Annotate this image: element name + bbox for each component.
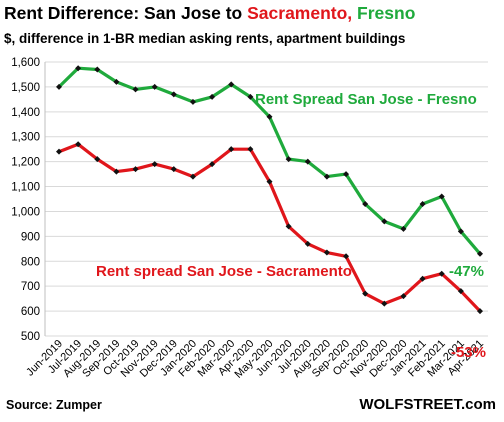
y-tick-label: 600 — [21, 306, 40, 318]
data-point — [343, 171, 350, 178]
y-tick-label: 1,100 — [11, 182, 40, 194]
data-point — [189, 173, 196, 180]
data-point — [228, 81, 235, 88]
data-point — [247, 93, 254, 100]
data-point — [151, 83, 158, 90]
data-point — [132, 166, 139, 173]
data-point — [419, 200, 426, 207]
title-part-fresno: Fresno — [352, 3, 416, 23]
series-label-fresno: Rent Spread San Jose - Fresno — [255, 91, 477, 108]
brand-label: WOLFSTREET.com — [359, 396, 496, 413]
data-point — [477, 308, 483, 315]
y-tick-label: 800 — [21, 256, 40, 268]
data-point — [266, 178, 273, 185]
y-tick-label: 500 — [21, 331, 40, 343]
data-point — [362, 200, 369, 207]
y-tick-label: 1,400 — [11, 107, 40, 119]
data-point — [304, 240, 311, 247]
y-tick-label: 900 — [21, 231, 40, 243]
data-point — [151, 161, 158, 168]
data-point — [381, 218, 388, 225]
y-tick-label: 1,600 — [11, 57, 40, 69]
data-point — [113, 168, 120, 175]
series-label-sacramento: Rent spread San Jose - Sacramento — [96, 263, 352, 280]
data-point — [457, 288, 464, 295]
data-point — [343, 253, 350, 260]
data-point — [477, 250, 483, 257]
data-point — [75, 65, 82, 72]
data-point — [400, 225, 407, 232]
data-point — [304, 158, 311, 165]
data-point — [132, 86, 139, 93]
data-point — [56, 148, 62, 155]
data-point — [170, 91, 177, 98]
y-tick-label: 1,000 — [11, 206, 40, 218]
data-point — [94, 66, 101, 73]
data-point — [381, 300, 388, 307]
data-point — [266, 113, 273, 120]
title-part-1: Rent Difference: San Jose to — [4, 3, 248, 23]
data-point — [362, 290, 369, 297]
end-label-fresno: -47% — [449, 263, 484, 280]
y-tick-label: 1,500 — [11, 82, 40, 94]
data-point — [323, 249, 330, 256]
data-point — [438, 270, 445, 277]
y-tick-label: 1,300 — [11, 132, 40, 144]
data-point — [56, 83, 62, 90]
data-point — [323, 173, 330, 180]
chart-subtitle: $, difference in 1-BR median asking rent… — [4, 31, 406, 46]
data-point — [285, 223, 292, 230]
data-point — [400, 293, 407, 300]
source-label: Source: Zumper — [6, 398, 102, 412]
data-point — [189, 98, 196, 105]
data-point — [170, 166, 177, 173]
data-point — [457, 228, 464, 235]
data-point — [247, 146, 254, 153]
end-label-sacramento: -53% — [451, 344, 486, 361]
data-point — [419, 275, 426, 282]
y-tick-label: 700 — [21, 281, 40, 293]
title-part-sacramento: Sacramento, — [247, 3, 353, 23]
chart-title: Rent Difference: San Jose to Sacramento,… — [4, 3, 415, 24]
data-point — [113, 78, 120, 85]
data-point — [94, 156, 101, 163]
data-point — [438, 193, 445, 200]
data-point — [75, 141, 82, 148]
y-tick-label: 1,200 — [11, 157, 40, 169]
data-point — [209, 93, 216, 100]
data-point — [228, 146, 235, 153]
data-point — [285, 156, 292, 163]
data-point — [209, 161, 216, 168]
